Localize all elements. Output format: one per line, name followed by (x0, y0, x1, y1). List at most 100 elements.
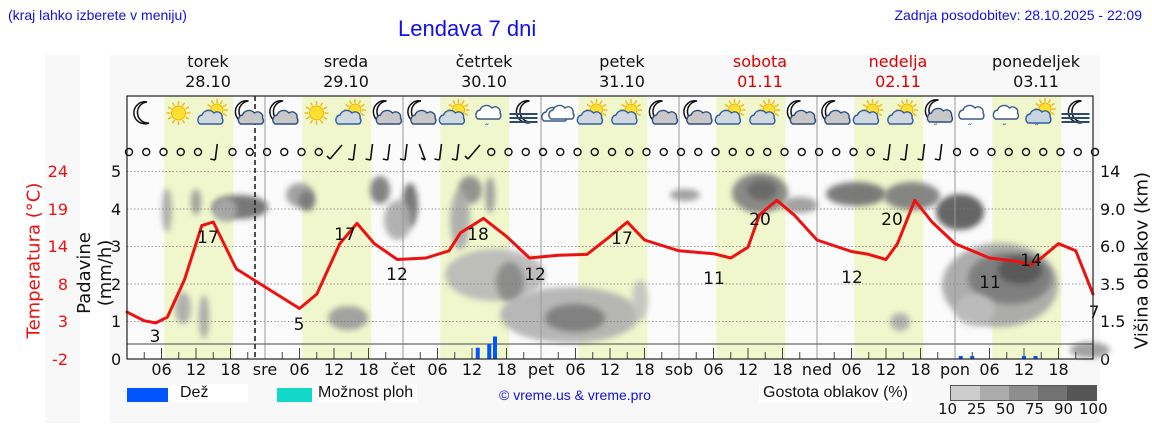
sun-cloud-icon (197, 99, 228, 125)
day-header-4: sobota 01.11 (695, 52, 825, 92)
day-header-5: nedelja 02.11 (833, 52, 963, 92)
wind-barb-icon (917, 143, 926, 161)
x-tick: 06 (703, 360, 724, 379)
x-tick: čet (390, 360, 416, 379)
calm-wind-icon (1056, 147, 1065, 157)
temp-extreme-label: 12 (524, 265, 546, 285)
x-tick: 12 (1013, 360, 1035, 379)
sun-cloud-icon (749, 99, 780, 125)
calm-wind-icon (625, 147, 634, 157)
precip-tick: 2 (111, 274, 122, 294)
wind-barb-icon (348, 143, 357, 161)
moon-drizzle-icon: ″ (924, 99, 954, 133)
svg-text:″: ″ (968, 123, 972, 133)
calm-wind-icon (262, 147, 272, 157)
temp-extreme-label: 20 (749, 210, 771, 230)
cloud-density-scale (950, 385, 1097, 401)
x-tick: 18 (358, 360, 379, 379)
day-date: 31.10 (599, 72, 645, 91)
sun-cloud-icon (438, 99, 470, 125)
calm-wind-icon (521, 147, 530, 157)
precip-tick: 0 (111, 349, 122, 369)
calm-wind-icon (745, 147, 755, 157)
copyright-link[interactable]: © vreme.us & vreme.pro (499, 387, 651, 403)
calm-wind-icon (176, 147, 185, 157)
svg-text:″: ″ (1035, 123, 1039, 133)
sun-cloud-icon (576, 99, 608, 125)
calm-wind-icon (538, 147, 548, 157)
moon-cloud-icon (683, 100, 713, 125)
legend-rain-label: Dež (168, 384, 249, 402)
sun-cloud-icon (714, 99, 746, 125)
legend-showers-label: Možnost ploh (312, 384, 418, 402)
day-name: petek (599, 52, 645, 71)
cloud-icon (541, 104, 575, 122)
temp-extreme-label: 17 (334, 225, 356, 245)
location-menu-hint: (kraj lahko izberete v meniju) (8, 7, 187, 23)
calm-wind-icon (711, 147, 720, 157)
x-tick: pet (527, 360, 555, 379)
calm-wind-icon (659, 147, 668, 157)
day-date: 28.10 (185, 72, 231, 91)
day-date: 30.10 (461, 72, 507, 91)
calm-wind-icon (1039, 147, 1048, 157)
calm-wind-icon (193, 147, 203, 157)
grid-lines (127, 96, 1093, 359)
sun-cloud-icon (335, 99, 366, 125)
calm-wind-icon (763, 147, 772, 157)
temperature-labels: 3 17 5 17 12 18 12 17 11 20 12 20 11 14 7 (150, 210, 1100, 347)
wind-barb-icon (210, 143, 219, 161)
calm-wind-icon (504, 147, 513, 157)
moon-cloud-icon (269, 100, 299, 125)
calm-wind-icon (297, 147, 306, 157)
day-date: 29.10 (323, 72, 369, 91)
precip-bar (475, 347, 480, 359)
calm-wind-icon (280, 147, 289, 157)
weather-icons-row: ″ ″ ″ ″ ″ (133, 98, 1090, 133)
temp-extreme-label: 17 (611, 229, 633, 249)
moon-cloud-icon (821, 100, 851, 125)
density-swatch (1038, 386, 1067, 400)
calm-wind-icon (228, 147, 237, 157)
temperature-line (125, 198, 1095, 325)
density-swatch (1067, 386, 1096, 400)
sun-icon (166, 101, 191, 125)
x-tick: sob (664, 360, 694, 379)
calm-wind-icon (142, 147, 151, 157)
calm-wind-icon (607, 147, 617, 157)
cloud-height-tick: 1.5 (1100, 312, 1126, 331)
wind-barb-icon (382, 143, 391, 161)
calm-wind-icon (832, 147, 841, 157)
x-tick: 18 (220, 360, 241, 379)
temp-tick: -2 (52, 349, 68, 369)
density-swatch (980, 386, 1009, 400)
density-swatch (1009, 386, 1038, 400)
x-tick: 06 (841, 360, 862, 379)
wind-barb-icon (464, 144, 481, 160)
x-tick: 12 (461, 360, 483, 379)
precip-tick: 1 (111, 312, 122, 331)
x-tick: 06 (151, 360, 172, 379)
cloud-height-tick: 9.0 (1100, 199, 1126, 219)
moon-cloud-icon (372, 100, 403, 125)
wind-barb-icon (418, 143, 426, 161)
x-tick: 06 (427, 360, 448, 379)
wind-barb-icon (365, 143, 374, 161)
cloud-drizzle-icon: ″ (958, 104, 985, 133)
day-name: nedelja (868, 52, 928, 71)
wind-row (124, 143, 1100, 161)
density-tick: 100 (1079, 400, 1108, 418)
temp-extreme-label: 7 (1089, 303, 1100, 323)
density-tick: 10 (938, 400, 958, 418)
calm-wind-icon (676, 147, 686, 157)
cloud-drizzle-icon: ″ (475, 104, 502, 133)
x-tick: pon (939, 360, 971, 379)
wind-barb-icon (934, 143, 943, 161)
calm-wind-icon (866, 147, 875, 157)
temp-extreme-label: 18 (467, 225, 489, 245)
x-tick: sre (252, 360, 278, 379)
svg-text:″: ″ (934, 123, 938, 133)
precip-tick: 3 (111, 237, 122, 256)
sun-cloud-icon (887, 99, 918, 125)
precip-tick: 4 (111, 199, 122, 219)
